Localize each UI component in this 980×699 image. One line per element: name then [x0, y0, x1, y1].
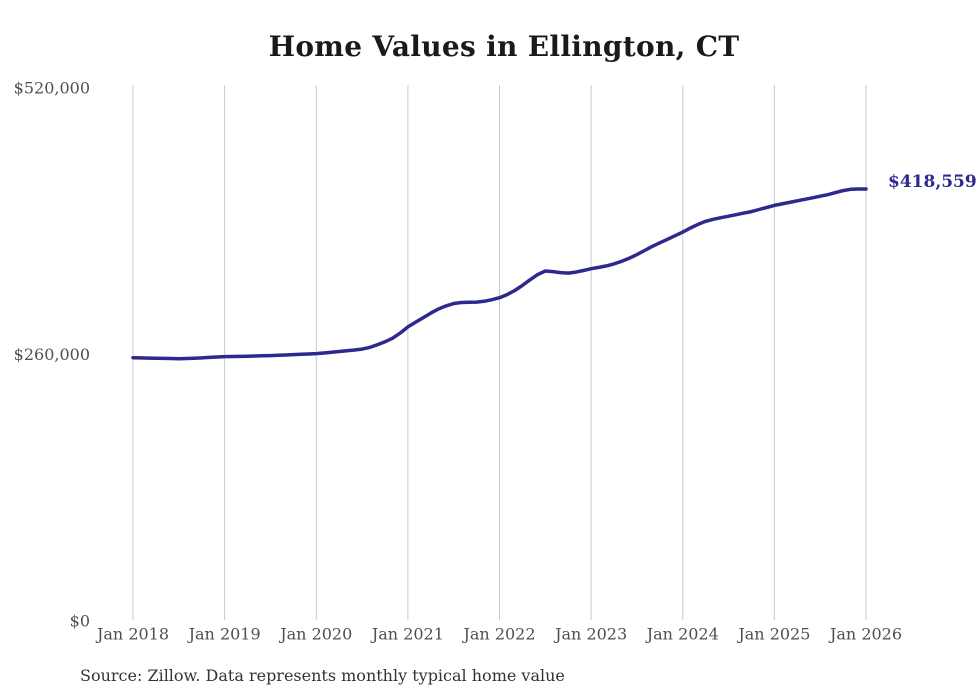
end-value-label: $418,559 [888, 171, 977, 192]
x-tick-label: Jan 2019 [187, 625, 261, 644]
x-tick-label: Jan 2024 [645, 625, 719, 644]
x-tick-label: Jan 2022 [461, 625, 535, 644]
y-tick-label: $520,000 [14, 79, 90, 98]
y-tick-label: $260,000 [14, 345, 90, 364]
source-note: Source: Zillow. Data represents monthly … [80, 666, 565, 685]
chart-title: Home Values in Ellington, CT [268, 30, 740, 63]
x-tick-label: Jan 2021 [370, 625, 444, 644]
x-tick-label: Jan 2018 [95, 625, 169, 644]
x-tick-label: Jan 2026 [828, 625, 902, 644]
y-tick-label: $0 [70, 612, 90, 631]
x-tick-label: Jan 2020 [278, 625, 352, 644]
home-value-line [131, 187, 868, 361]
x-tick-label: Jan 2025 [736, 625, 810, 644]
x-tick-label: Jan 2023 [553, 625, 627, 644]
